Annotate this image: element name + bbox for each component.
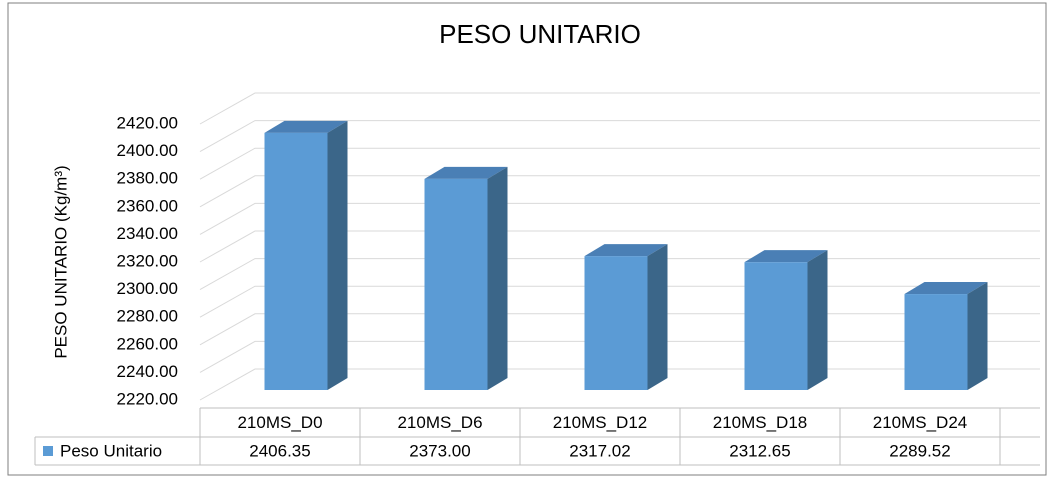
y-tick-label: 2300.00 xyxy=(117,279,178,298)
bar-top xyxy=(904,282,988,295)
bar xyxy=(424,166,508,390)
bar-top xyxy=(264,120,348,133)
legend-label: Peso Unitario xyxy=(60,441,162,460)
y-tick-label: 2340.00 xyxy=(117,224,178,243)
data-label: 2312.65 xyxy=(729,441,790,460)
bar-front xyxy=(264,132,328,390)
bar-front xyxy=(424,178,488,390)
data-label: 2373.00 xyxy=(409,441,470,460)
bar-front xyxy=(904,294,968,390)
y-tick-label: 2260.00 xyxy=(117,334,178,353)
bar xyxy=(744,250,828,390)
bar-side xyxy=(327,120,348,390)
y-tick-label: 2380.00 xyxy=(117,169,178,188)
chart-title: PESO UNITARIO xyxy=(439,19,641,49)
legend-swatch xyxy=(43,446,53,456)
chart-border xyxy=(7,2,1047,476)
y-axis-label: PESO UNITARIO (Kg/m³) xyxy=(51,165,70,358)
bar xyxy=(584,244,668,390)
bar-front xyxy=(744,262,808,390)
grid-line xyxy=(199,92,1040,125)
y-tick-label: 2360.00 xyxy=(117,196,178,215)
x-tick-label: 210MS_D0 xyxy=(237,413,322,432)
y-tick-label: 2320.00 xyxy=(117,251,178,270)
x-tick-label: 210MS_D18 xyxy=(713,413,808,432)
grid-line xyxy=(199,230,1040,263)
bar xyxy=(904,282,988,390)
y-tick-label: 2220.00 xyxy=(117,389,178,408)
x-tick-label: 210MS_D12 xyxy=(553,413,648,432)
bar xyxy=(264,120,348,390)
y-tick-label: 2280.00 xyxy=(117,307,178,326)
x-tick-label: 210MS_D24 xyxy=(873,413,968,432)
y-tick-label: 2400.00 xyxy=(117,141,178,160)
y-tick-label: 2240.00 xyxy=(117,362,178,381)
grid-line xyxy=(199,147,1040,180)
bar-side xyxy=(807,250,828,390)
grid-line xyxy=(199,120,1040,153)
bar-top xyxy=(744,250,828,263)
grid-line xyxy=(199,175,1040,208)
data-label: 2289.52 xyxy=(889,441,950,460)
x-tick-label: 210MS_D6 xyxy=(397,413,482,432)
bar-top xyxy=(424,166,508,179)
bar-side xyxy=(487,166,508,390)
bar-front xyxy=(584,256,648,390)
y-tick-label: 2420.00 xyxy=(117,113,178,132)
bar-side xyxy=(967,282,988,390)
grid-line xyxy=(199,202,1040,235)
bar-top xyxy=(584,244,668,257)
data-label: 2317.02 xyxy=(569,441,630,460)
data-label: 2406.35 xyxy=(249,441,310,460)
bar-side xyxy=(647,244,668,390)
